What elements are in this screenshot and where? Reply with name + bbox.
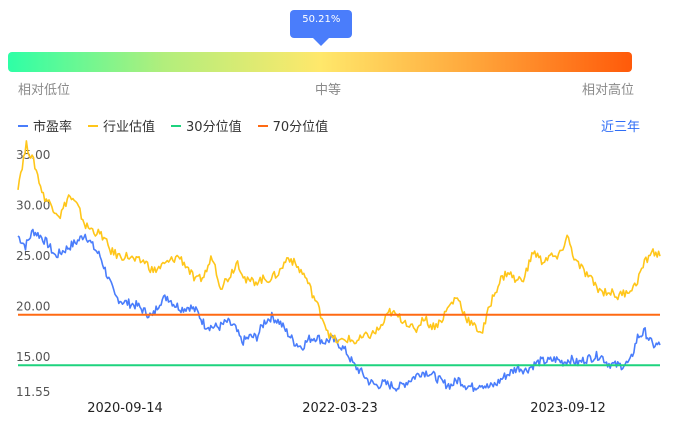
y-tick-label: 25.00 [16, 249, 50, 263]
legend-item-pe[interactable]: 市盈率 [18, 116, 72, 135]
y-tick-label: 15.00 [16, 350, 50, 364]
legend-label-p30: 30分位值 [186, 120, 242, 135]
range-selector-button[interactable]: 近三年 [600, 120, 640, 135]
legend-swatch-pe [18, 124, 28, 127]
chart-legend: 市盈率 行业估值 30分位值 70分位值 [18, 116, 328, 135]
gauge-label-low: 相对低位 [18, 83, 71, 98]
gauge-label-high: 相对高位 [582, 83, 635, 98]
legend-label-pe: 市盈率 [33, 120, 73, 135]
legend-item-p70[interactable]: 70分位值 [257, 116, 329, 135]
series-line-1 [17, 140, 661, 345]
y-tick-label: 20.00 [16, 300, 50, 314]
legend-label-p70: 70分位值 [272, 120, 329, 135]
x-tick-label: 2020-09-14 [87, 401, 163, 416]
x-tick-label: 2023-09-12 [530, 401, 606, 416]
chart-lines [17, 140, 661, 392]
legend-item-industry[interactable]: 行业估值 [88, 116, 155, 135]
legend-label-industry: 行业估值 [103, 120, 156, 135]
legend-swatch-p30 [171, 124, 182, 127]
y-tick-label: 11.55 [16, 385, 50, 399]
gauge-label-mid: 中等 [315, 83, 342, 98]
legend-swatch-p70 [257, 124, 268, 127]
y-tick-label: 30.00 [16, 199, 50, 213]
legend-item-p30[interactable]: 30分位值 [171, 116, 242, 135]
valuation-gauge: 50.21% 相对低位 中等 相对高位 [0, 0, 686, 110]
x-axis-ticks: 2020-09-14 2022-03-23 2023-09-12 [87, 401, 606, 416]
gradient-percentile-bar [8, 52, 632, 72]
percentile-tooltip: 50.21% [290, 10, 353, 38]
series-line-0 [17, 228, 661, 392]
x-tick-label: 2022-03-23 [302, 401, 378, 416]
legend-swatch-industry [88, 124, 99, 127]
